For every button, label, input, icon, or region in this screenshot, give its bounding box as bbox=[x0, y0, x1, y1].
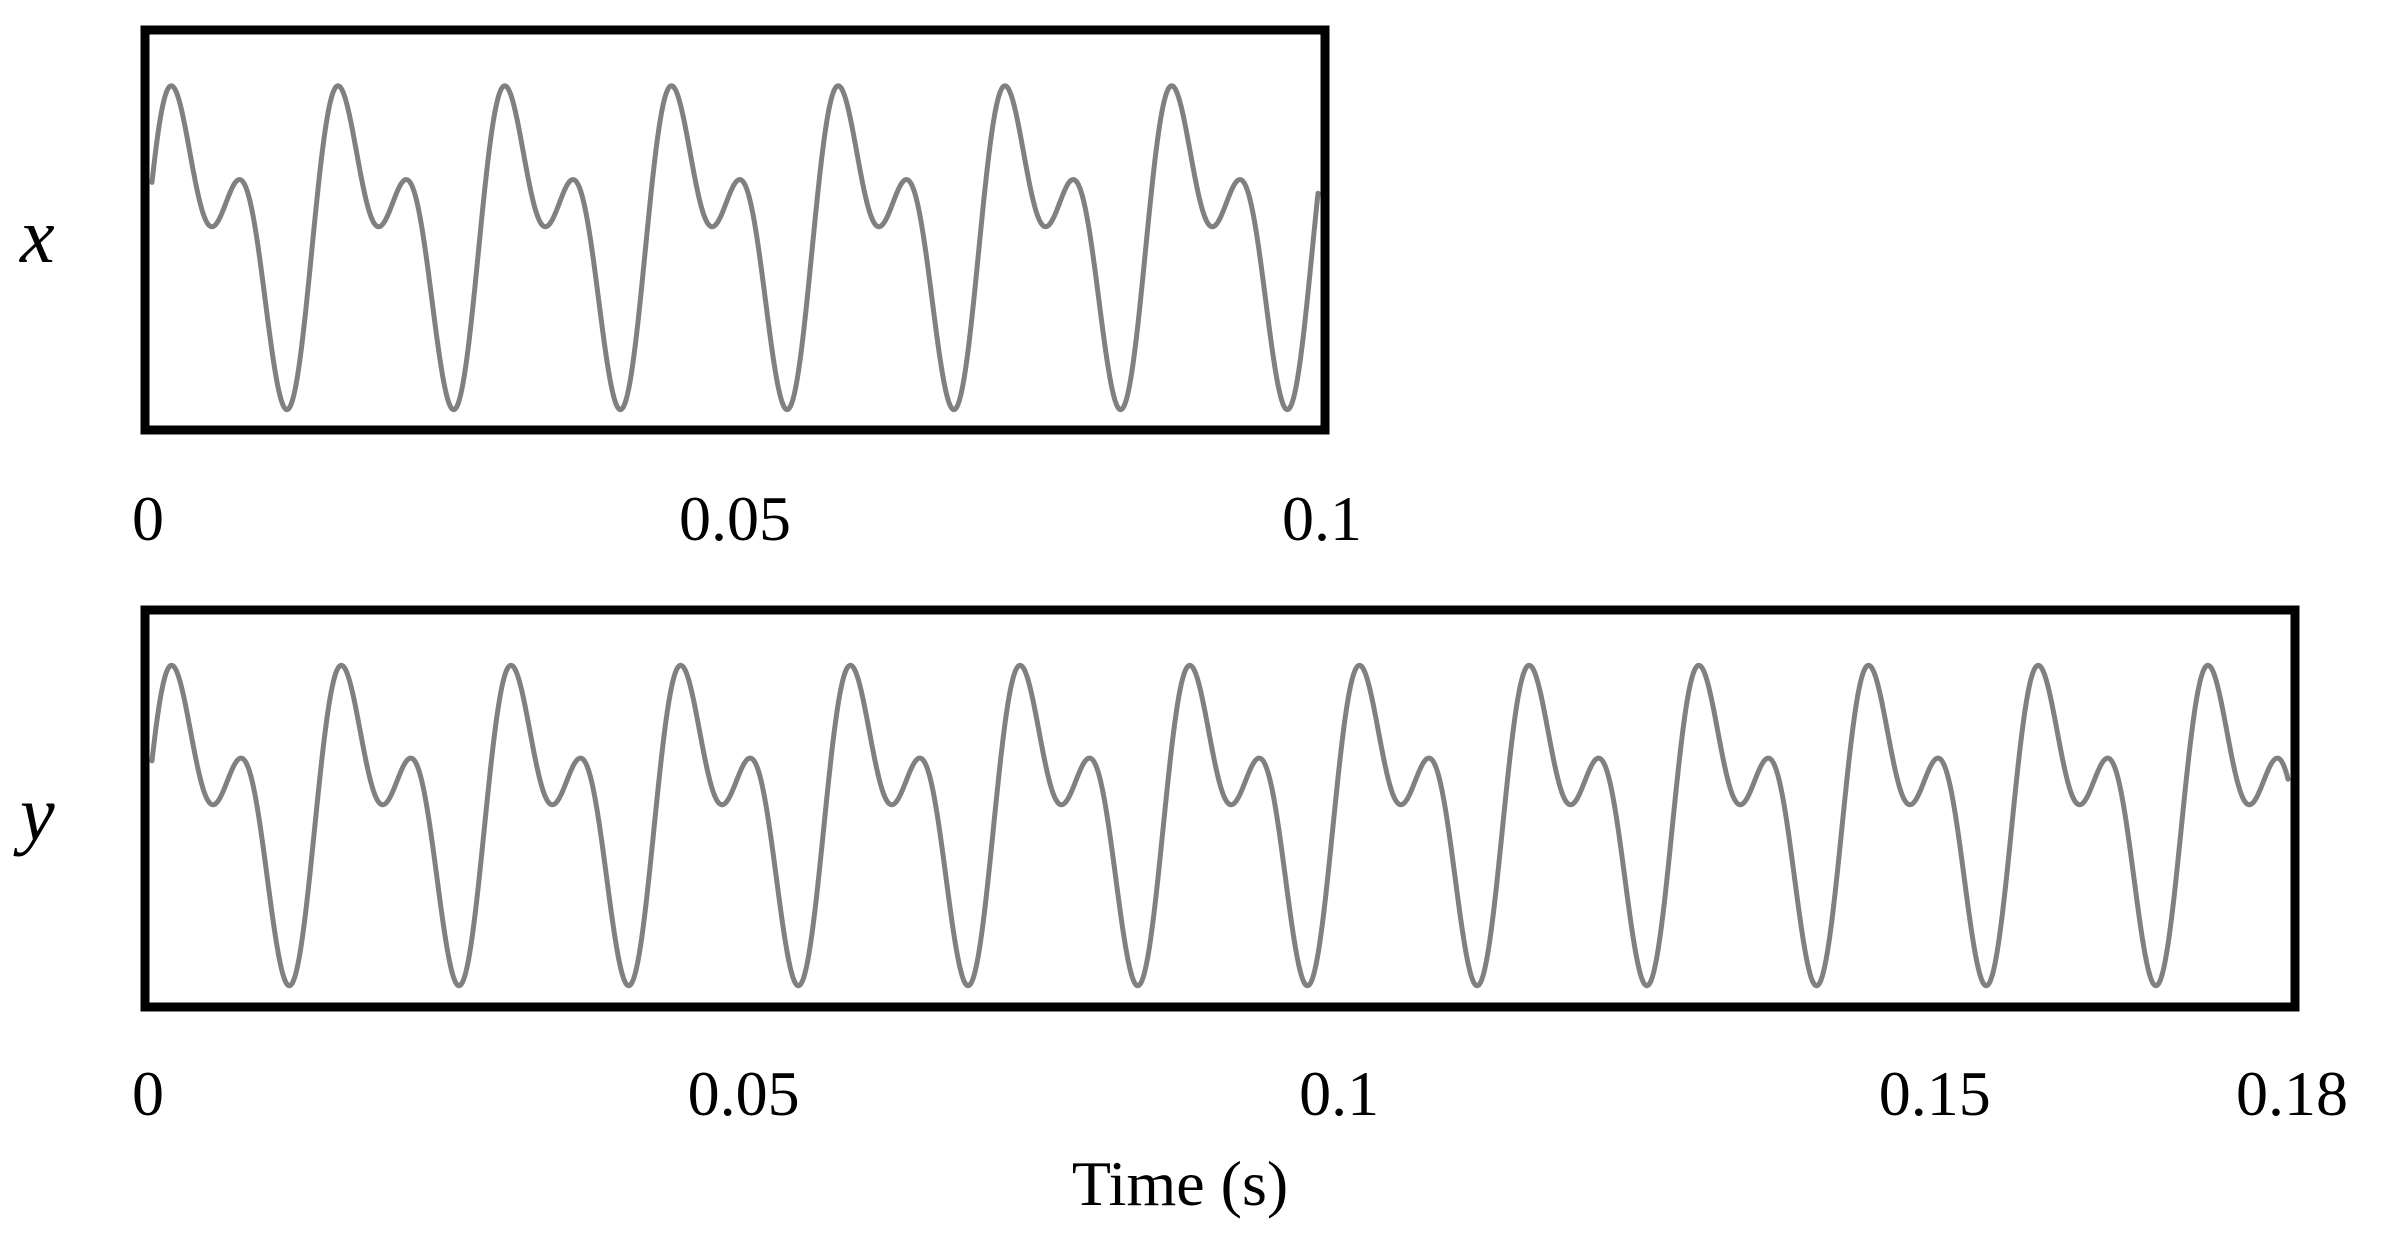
xtick-label: 0.1 bbox=[1282, 483, 1362, 554]
xlabel-time: Time (s) bbox=[1072, 1148, 1288, 1219]
xtick-label: 0 bbox=[132, 483, 164, 554]
xtick-label: 0.05 bbox=[679, 483, 791, 554]
ylabel-y: y bbox=[13, 770, 55, 857]
plot-frame-y bbox=[140, 605, 2300, 1012]
series-line-x bbox=[149, 83, 1321, 413]
series-line-y bbox=[149, 662, 2291, 989]
xticks-y: 0 0.05 0.1 0.15 0.18 bbox=[132, 1058, 2348, 1129]
xtick-label: 0.15 bbox=[1879, 1058, 1991, 1129]
xtick-label: 0.1 bbox=[1299, 1058, 1379, 1129]
panel-y: y 0 0.05 0.1 0.15 0.18 Time (s) bbox=[13, 605, 2348, 1219]
plot-frame-x bbox=[140, 25, 1330, 435]
xtick-label: 0.18 bbox=[2236, 1058, 2348, 1129]
panel-x: x 0 0.05 0.1 bbox=[19, 25, 1362, 554]
xtick-label: 0.05 bbox=[688, 1058, 800, 1129]
xticks-x: 0 0.05 0.1 bbox=[132, 483, 1362, 554]
xtick-label: 0 bbox=[132, 1058, 164, 1129]
ylabel-x: x bbox=[19, 192, 55, 279]
